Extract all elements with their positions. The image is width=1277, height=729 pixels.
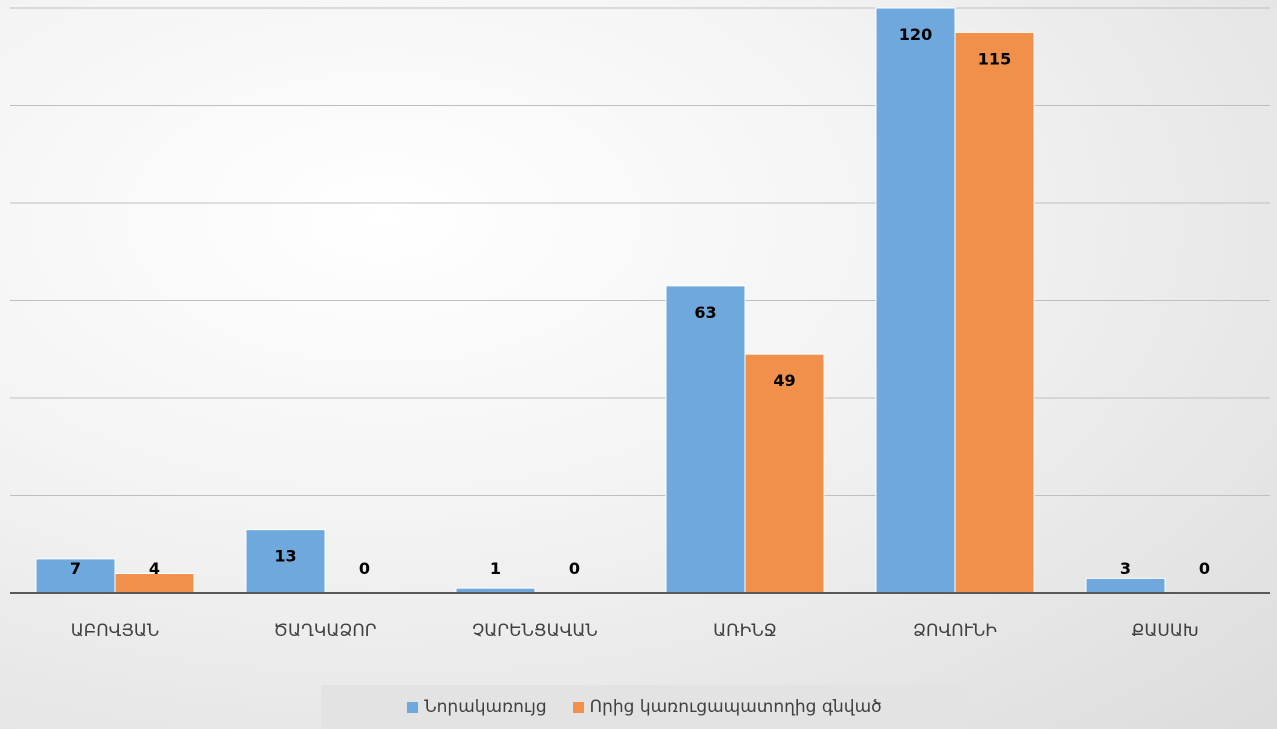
category-label-4: ՁՈՎՈՒՆԻ [913,621,997,641]
data-label-series-2-2: 0 [569,559,580,578]
legend-label-series-1: Նորակառույց [424,697,547,717]
data-label-series-2-4: 115 [978,49,1011,68]
data-label-series-1-1: 13 [274,547,296,566]
data-label-series-1-3: 63 [694,303,716,322]
category-label-2: ՉԱՐԵՆՑԱՎԱՆ [472,621,598,641]
data-label-series-1-4: 120 [899,25,932,44]
category-labels: ԱԲՈՎՅԱՆ ԾԱՂԿԱՁՈՐ ՉԱՐԵՆՑԱՎԱՆ ԱՌԻՆՋ ՁՈՎՈՒՆԻ ՔԱՍ… [71,621,1199,641]
data-label-series-2-5: 0 [1199,559,1210,578]
data-label-series-1-5: 3 [1120,559,1131,578]
bar-series-1-4 [875,7,956,594]
bar-series-2-3 [744,353,825,594]
category-label-1: ԾԱՂԿԱՁՈՐ [273,621,376,641]
data-label-series-2-1: 0 [359,559,370,578]
legend-item-series-2: Որից կառուցապատողից գնված [572,697,882,717]
legend-item-series-1: Նորակառույց [407,697,547,717]
gridlines [10,7,1270,496]
bars: 7 4 13 0 1 0 63 49 120 115 3 0 [35,7,1210,594]
category-label-3: ԱՌԻՆՋ [713,621,777,641]
legend-label-series-2: Որից կառուցապատողից գնված [589,697,882,717]
legend-swatch-series-1 [407,701,419,713]
bar-series-1-1 [245,529,326,594]
category-label-5: ՔԱՍԱԽ [1131,621,1198,641]
data-label-series-2-3: 49 [773,371,795,390]
bar-series-1-3 [665,285,746,594]
category-label-0: ԱԲՈՎՅԱՆ [71,621,160,641]
data-label-series-1-0: 7 [70,559,81,578]
data-label-series-1-2: 1 [490,559,501,578]
bar-chart: 7 4 13 0 1 0 63 49 120 115 3 0 ԱԲՈՎՅԱՆ ԾԱՂԿԱՁՈՐ ՉԱՐԵՆ… [10,7,1270,641]
data-label-series-2-0: 4 [149,559,160,578]
bar-series-1-5 [1085,577,1166,594]
legend: Նորակառույց Որից կառուցապատողից գնված [321,685,968,729]
bar-series-2-4 [954,31,1035,594]
legend-swatch-series-2 [572,701,584,713]
